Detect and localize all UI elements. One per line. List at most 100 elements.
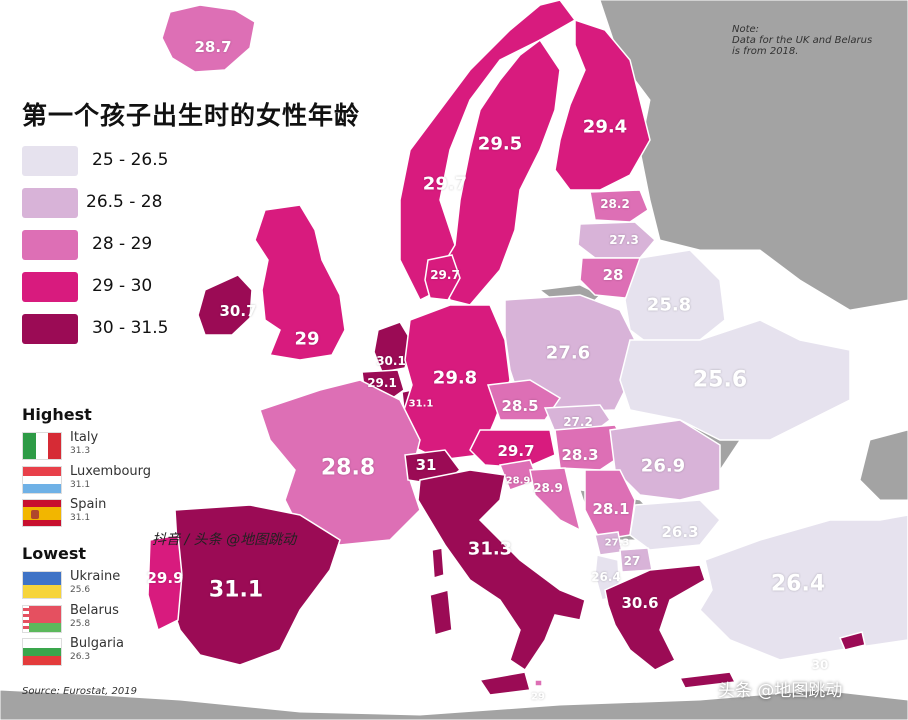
country-sardinia bbox=[429, 589, 453, 636]
label-ukraine: 25.6 bbox=[692, 367, 748, 393]
country-malta bbox=[534, 679, 543, 687]
legend-item: 25 - 26.5 bbox=[22, 146, 222, 176]
country-italy bbox=[417, 469, 586, 672]
label-netherlands: 30.1 bbox=[376, 354, 406, 368]
country-greece bbox=[604, 564, 706, 671]
label-iceland: 28.7 bbox=[194, 38, 232, 56]
highest-item-italy: Italy 31.3 bbox=[22, 430, 182, 464]
rank-name: Italy bbox=[70, 430, 99, 445]
label-uk: 29 bbox=[294, 328, 320, 350]
country-denmark bbox=[424, 254, 461, 301]
legend-swatch bbox=[22, 314, 78, 344]
legend-swatch bbox=[22, 272, 78, 302]
label-croatia: 28.9 bbox=[533, 481, 563, 495]
label-estonia: 28.2 bbox=[600, 197, 630, 211]
label-belgium: 29.1 bbox=[367, 376, 397, 390]
legend-item: 30 - 31.5 bbox=[22, 314, 222, 344]
label-spain: 31.1 bbox=[208, 577, 264, 603]
country-cyprus bbox=[838, 631, 866, 651]
label-north-macedonia: 27 bbox=[623, 554, 641, 568]
label-luxembourg: 31.1 bbox=[408, 398, 434, 410]
lowest-heading: Lowest bbox=[22, 544, 86, 563]
legend-label: 29 - 30 bbox=[92, 276, 153, 296]
label-romania: 26.9 bbox=[640, 455, 686, 477]
watermark-left: 抖音 / 头条 @地图跳动 bbox=[152, 532, 297, 548]
country-ukraine bbox=[619, 319, 851, 441]
legend-label: 30 - 31.5 bbox=[92, 318, 169, 338]
highest-heading: Highest bbox=[22, 405, 92, 424]
luxembourg-flag-icon bbox=[22, 466, 62, 494]
country-bulgaria bbox=[629, 499, 722, 551]
legend-label: 25 - 26.5 bbox=[92, 150, 169, 170]
legend-item: 29 - 30 bbox=[22, 272, 222, 302]
label-norway: 29.7 bbox=[422, 173, 468, 195]
label-malta: 29 bbox=[531, 691, 545, 703]
belarus-flag-icon bbox=[22, 605, 62, 633]
country-corsica bbox=[431, 547, 445, 579]
rank-value: 26.3 bbox=[70, 652, 91, 662]
legend-label: 26.5 - 28 bbox=[86, 192, 163, 212]
legend-label: 28 - 29 bbox=[92, 234, 153, 254]
label-czechia: 28.5 bbox=[501, 397, 539, 415]
country-portugal bbox=[147, 534, 183, 632]
label-bulgaria: 26.3 bbox=[661, 523, 699, 541]
label-denmark: 29.7 bbox=[430, 268, 460, 282]
rank-value: 25.6 bbox=[70, 585, 91, 595]
rank-value: 31.1 bbox=[70, 513, 91, 523]
label-montenegro: 27.3 bbox=[604, 537, 630, 549]
watermark-right: 头条 @地图跳动 bbox=[718, 681, 843, 701]
country-crete bbox=[678, 671, 737, 689]
highest-item-spain: Spain 31.1 bbox=[22, 497, 182, 531]
country-shapes bbox=[147, 0, 908, 696]
rank-name: Belarus bbox=[70, 603, 119, 618]
legend-swatch bbox=[22, 188, 78, 218]
label-slovenia: 28.9 bbox=[505, 475, 531, 487]
label-latvia: 27.3 bbox=[609, 233, 639, 247]
label-sweden: 29.5 bbox=[477, 133, 523, 155]
country-sicily bbox=[478, 671, 531, 696]
label-belarus: 25.8 bbox=[646, 294, 692, 316]
label-lithuania: 28 bbox=[602, 266, 624, 284]
label-greece: 30.6 bbox=[621, 594, 659, 612]
legend-item: 26.5 - 28 bbox=[22, 188, 222, 218]
country-finland bbox=[554, 18, 651, 191]
legend-swatch bbox=[22, 146, 78, 176]
map-title: 第一个孩子出生时的女性年龄 bbox=[22, 101, 361, 130]
legend-item: 28 - 29 bbox=[22, 230, 222, 260]
country-poland bbox=[504, 294, 636, 413]
rank-name: Spain bbox=[70, 497, 107, 512]
rank-name: Luxembourg bbox=[70, 464, 152, 479]
source-text: Source: Eurostat, 2019 bbox=[22, 686, 137, 697]
bulgaria-flag-icon bbox=[22, 638, 62, 666]
lowest-item-bulgaria: Bulgaria 26.3 bbox=[22, 636, 182, 670]
country-croatia bbox=[529, 467, 582, 532]
label-portugal: 29.9 bbox=[146, 569, 184, 587]
country-ireland bbox=[197, 274, 253, 336]
lowest-item-belarus: Belarus 25.8 bbox=[22, 603, 182, 637]
rank-name: Ukraine bbox=[70, 569, 121, 584]
italy-flag-icon bbox=[22, 432, 62, 460]
label-albania: 26.4 bbox=[591, 570, 621, 584]
ukraine-flag-icon bbox=[22, 571, 62, 599]
rank-value: 31.1 bbox=[70, 480, 91, 490]
country-iceland bbox=[161, 4, 256, 73]
legend-swatch bbox=[22, 230, 78, 260]
country-netherlands bbox=[373, 321, 413, 373]
highest-item-luxembourg: Luxembourg 31.1 bbox=[22, 464, 182, 498]
label-poland: 27.6 bbox=[545, 342, 591, 364]
rank-value: 31.3 bbox=[70, 446, 91, 456]
country-sweden bbox=[439, 38, 561, 306]
rank-name: Bulgaria bbox=[70, 636, 124, 651]
label-austria: 29.7 bbox=[497, 442, 535, 460]
label-slovakia: 27.2 bbox=[563, 415, 593, 429]
country-turkey bbox=[699, 514, 908, 661]
label-cyprus: 30 bbox=[811, 658, 829, 672]
lowest-item-ukraine: Ukraine 25.6 bbox=[22, 569, 182, 603]
data-note: Note: Data for the UK and Belarus is fro… bbox=[732, 24, 873, 57]
rank-value: 25.8 bbox=[70, 619, 91, 629]
label-hungary: 28.3 bbox=[561, 446, 599, 464]
spain-flag-icon bbox=[22, 499, 62, 527]
label-switzerland: 31 bbox=[415, 456, 437, 474]
country-uk bbox=[254, 204, 346, 361]
